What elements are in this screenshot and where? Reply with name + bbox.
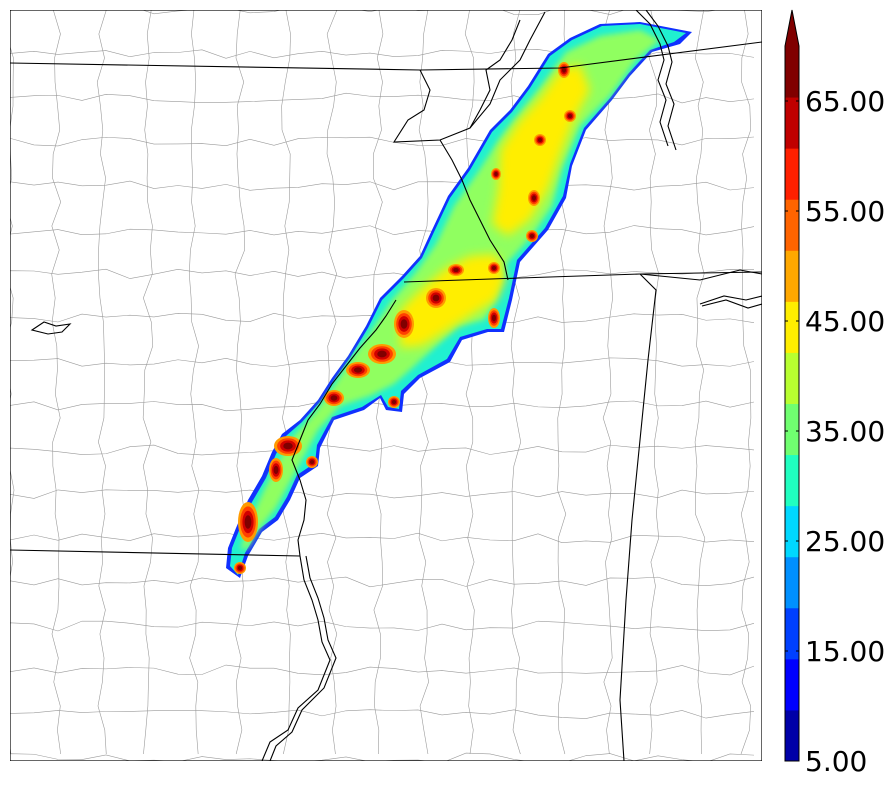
county-border — [602, 10, 616, 755]
storm-cell — [377, 350, 387, 358]
county-border — [10, 532, 755, 545]
colorbar-extend-arrow — [785, 10, 799, 46]
storm-cell — [529, 233, 535, 239]
storm-cell — [391, 399, 397, 405]
colorbar-segment — [785, 199, 799, 251]
county-border — [10, 489, 755, 499]
colorbar-tick-label: 35.00 — [805, 415, 885, 448]
county-border — [326, 10, 338, 755]
county-border — [10, 312, 755, 324]
county-border — [740, 10, 752, 755]
storm-cell — [567, 113, 573, 119]
swath-yellow — [492, 64, 590, 236]
colorbar-segment — [785, 709, 799, 762]
county-border — [10, 620, 755, 632]
county-border — [10, 225, 755, 236]
storm-cell — [273, 465, 279, 475]
county-border — [694, 10, 706, 755]
storm-cell — [531, 195, 537, 201]
county-border — [234, 10, 245, 755]
storm-cell — [561, 67, 567, 73]
colorbar-tick-label: 65.00 — [805, 85, 885, 118]
reflectivity-swath — [226, 22, 692, 578]
colorbar-segment — [785, 658, 799, 711]
storm-cell — [537, 137, 543, 143]
county-border — [10, 10, 719, 15]
county-border — [188, 10, 201, 755]
storm-cell — [491, 314, 497, 322]
colorbar-segment — [785, 454, 799, 507]
county-border — [10, 268, 755, 280]
colorbar-segment — [785, 97, 799, 149]
map-panel — [10, 10, 762, 761]
county-border — [10, 709, 755, 719]
storm-cell — [309, 459, 315, 465]
colorbar-tick-label: 25.00 — [805, 525, 885, 558]
county-border — [10, 10, 17, 755]
county-border — [10, 576, 755, 588]
colorbar-tick-label: 5.00 — [805, 745, 867, 778]
county-border — [280, 10, 292, 755]
storm-cell — [237, 565, 243, 571]
colorbar-tick-label: 15.00 — [805, 635, 885, 668]
swath-yellow-2 — [400, 254, 506, 348]
storm-cell — [283, 442, 293, 450]
storm-cell — [453, 267, 459, 273]
colorbar-segment — [785, 250, 799, 302]
colorbar-segment — [785, 46, 799, 98]
storm-cell — [432, 294, 440, 302]
storm-cell — [353, 367, 363, 373]
storm-cell — [244, 515, 252, 529]
colorbar-tick-label: 45.00 — [805, 305, 885, 338]
colorbar-segment — [785, 301, 799, 353]
storm-cell — [494, 171, 498, 177]
colorbar-segment — [785, 148, 799, 200]
county-border — [10, 136, 755, 147]
colorbar-segment — [785, 607, 799, 660]
storm-cell — [400, 319, 408, 329]
county-border — [142, 10, 154, 755]
state-borders — [10, 10, 762, 761]
colorbar-segment — [785, 403, 799, 456]
colorbar: 5.00 15.00 25.00 35.00 45.00 55.00 65.00 — [784, 9, 885, 778]
storm-cell — [491, 265, 497, 271]
county-border — [10, 92, 755, 104]
colorbar-segment — [785, 352, 799, 404]
colorbar-tick-label: 55.00 — [805, 195, 885, 228]
county-border — [10, 180, 755, 191]
county-border — [464, 10, 478, 755]
county-border — [10, 752, 755, 761]
county-border — [10, 664, 755, 676]
colorbar-segment — [785, 505, 799, 558]
county-border — [96, 10, 108, 755]
colorbar-segment — [785, 556, 799, 609]
county-border — [648, 10, 660, 755]
storm-cells — [234, 62, 576, 574]
storm-cell — [330, 395, 338, 401]
county-border — [51, 10, 62, 755]
county-border — [10, 444, 755, 456]
